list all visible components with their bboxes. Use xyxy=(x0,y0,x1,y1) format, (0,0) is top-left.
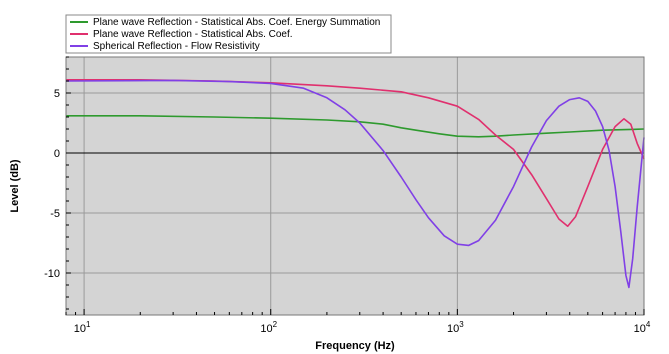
plot-frame xyxy=(65,56,645,316)
x-tick-exponent: 2 xyxy=(273,320,278,329)
y-tick-label: 5 xyxy=(54,88,60,100)
x-tick-label: 101 xyxy=(74,320,91,335)
series-group xyxy=(65,79,645,289)
x-tick-exponent: 4 xyxy=(646,320,651,329)
series-line-spherical-reflection xyxy=(65,79,645,289)
legend-label-spherical-reflection: Spherical Reflection - Flow Resistivity xyxy=(93,41,260,52)
y-tick-label: 0 xyxy=(54,148,60,160)
series-line-energy-summation xyxy=(66,115,645,138)
legend: Plane wave Reflection - Statistical Abs.… xyxy=(65,14,392,54)
y-tick-label: -5 xyxy=(50,208,60,220)
series-line-statistical-abs xyxy=(66,79,645,227)
y-axis: 5 0 -5 -10 xyxy=(44,56,71,310)
y-tick-label: -10 xyxy=(44,268,60,280)
x-tick-label: 103 xyxy=(447,320,464,335)
legend-box xyxy=(65,14,392,54)
legend-label-energy-summation: Plane wave Reflection - Statistical Abs.… xyxy=(93,17,380,28)
x-axis: 101 102 103 104 xyxy=(65,309,651,335)
x-tick-label: 104 xyxy=(634,320,651,335)
plot-background xyxy=(66,57,644,315)
x-axis-title: Frequency (Hz) xyxy=(315,340,395,352)
x-tick-exponent: 1 xyxy=(86,320,91,329)
x-tick-label: 102 xyxy=(260,320,277,335)
y-axis-title: Level (dB) xyxy=(9,159,21,213)
legend-label-statistical-abs: Plane wave Reflection - Statistical Abs.… xyxy=(93,29,293,40)
x-tick-exponent: 3 xyxy=(459,320,464,329)
